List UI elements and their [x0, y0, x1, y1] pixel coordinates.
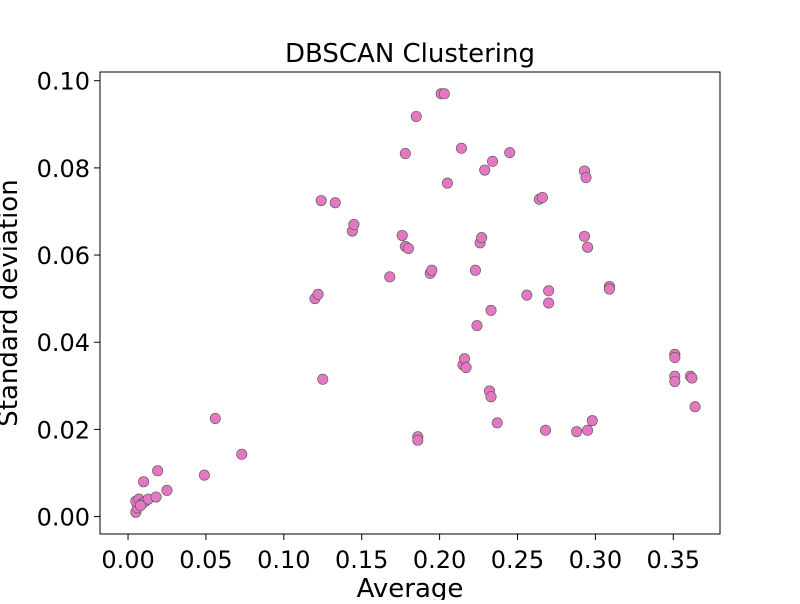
y-axis-label: Standard deviation — [0, 179, 24, 426]
plot-frame — [99, 71, 721, 535]
data-point — [402, 243, 414, 255]
data-point — [455, 142, 467, 154]
x-axis: 0.00 0.05 0.10 0.15 0.20 0.25 0.30 0.35 — [101, 534, 700, 574]
data-point — [236, 448, 248, 460]
data-point — [161, 484, 173, 496]
data-point — [669, 375, 681, 387]
data-point — [460, 362, 472, 374]
data-point — [396, 229, 408, 241]
data-point — [603, 283, 615, 295]
y-tick-label: 0.10 — [37, 68, 90, 96]
y-tick-label: 0.08 — [37, 155, 90, 183]
data-point — [479, 164, 491, 176]
data-point — [312, 288, 324, 300]
data-point — [487, 155, 499, 167]
data-point — [485, 391, 497, 403]
data-point — [150, 491, 162, 503]
data-point — [543, 285, 555, 297]
data-point — [504, 147, 516, 159]
data-point — [571, 426, 583, 438]
data-point — [578, 230, 590, 242]
data-point — [476, 232, 488, 244]
y-tick-label: 0.04 — [37, 329, 90, 357]
data-point — [152, 465, 164, 477]
x-tick-label: 0.10 — [257, 546, 310, 574]
x-tick-label: 0.00 — [101, 546, 154, 574]
x-axis-label: Average — [357, 574, 464, 600]
data-point — [469, 264, 481, 276]
data-point — [198, 469, 210, 481]
x-tick-label: 0.30 — [569, 546, 622, 574]
data-point — [426, 264, 438, 276]
data-point — [689, 401, 701, 413]
plot-area — [100, 72, 720, 534]
data-point — [438, 88, 450, 100]
y-tick-label: 0.00 — [37, 504, 90, 532]
y-tick-label: 0.02 — [37, 416, 90, 444]
data-point — [384, 271, 396, 283]
data-point — [582, 241, 594, 253]
x-tick-label: 0.05 — [179, 546, 232, 574]
x-tick-label: 0.15 — [335, 546, 388, 574]
data-point — [521, 289, 533, 301]
data-point — [399, 148, 411, 160]
data-point — [410, 110, 422, 122]
y-tick-label: 0.06 — [37, 242, 90, 270]
chart-title: DBSCAN Clustering — [285, 39, 535, 69]
data-point — [329, 197, 341, 209]
points-layer — [130, 88, 701, 518]
data-point — [138, 476, 150, 488]
data-point — [540, 424, 552, 436]
data-point — [543, 297, 555, 309]
x-tick-label: 0.20 — [413, 546, 466, 574]
data-point — [536, 192, 548, 204]
x-tick-label: 0.25 — [491, 546, 544, 574]
data-point — [485, 304, 497, 316]
data-point — [348, 219, 360, 231]
data-point — [586, 415, 598, 427]
data-point — [135, 500, 147, 512]
data-point — [209, 412, 221, 424]
data-point — [471, 320, 483, 332]
data-point — [580, 171, 592, 183]
x-tick-label: 0.35 — [647, 546, 700, 574]
data-point — [441, 177, 453, 189]
data-point — [491, 417, 503, 429]
y-axis: 0.00 0.02 0.04 0.06 0.08 0.10 — [37, 68, 100, 532]
data-point — [412, 434, 424, 446]
data-point — [582, 424, 594, 436]
data-point — [686, 372, 698, 384]
data-point — [669, 351, 681, 363]
data-point — [315, 195, 327, 207]
data-point — [317, 373, 329, 385]
